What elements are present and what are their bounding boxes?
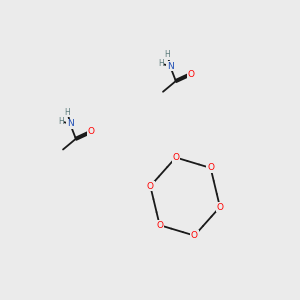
Text: O: O xyxy=(188,70,194,79)
Text: O: O xyxy=(216,202,224,211)
Text: O: O xyxy=(172,153,179,162)
Text: N: N xyxy=(167,61,173,70)
Text: H: H xyxy=(165,50,170,59)
Text: H: H xyxy=(158,59,164,68)
Text: H: H xyxy=(65,108,70,117)
Text: O: O xyxy=(88,127,94,136)
Text: O: O xyxy=(191,231,198,240)
Text: O: O xyxy=(147,182,154,190)
Text: N: N xyxy=(67,119,73,128)
Text: O: O xyxy=(156,220,163,230)
Text: H: H xyxy=(58,117,64,126)
Text: O: O xyxy=(207,164,214,172)
